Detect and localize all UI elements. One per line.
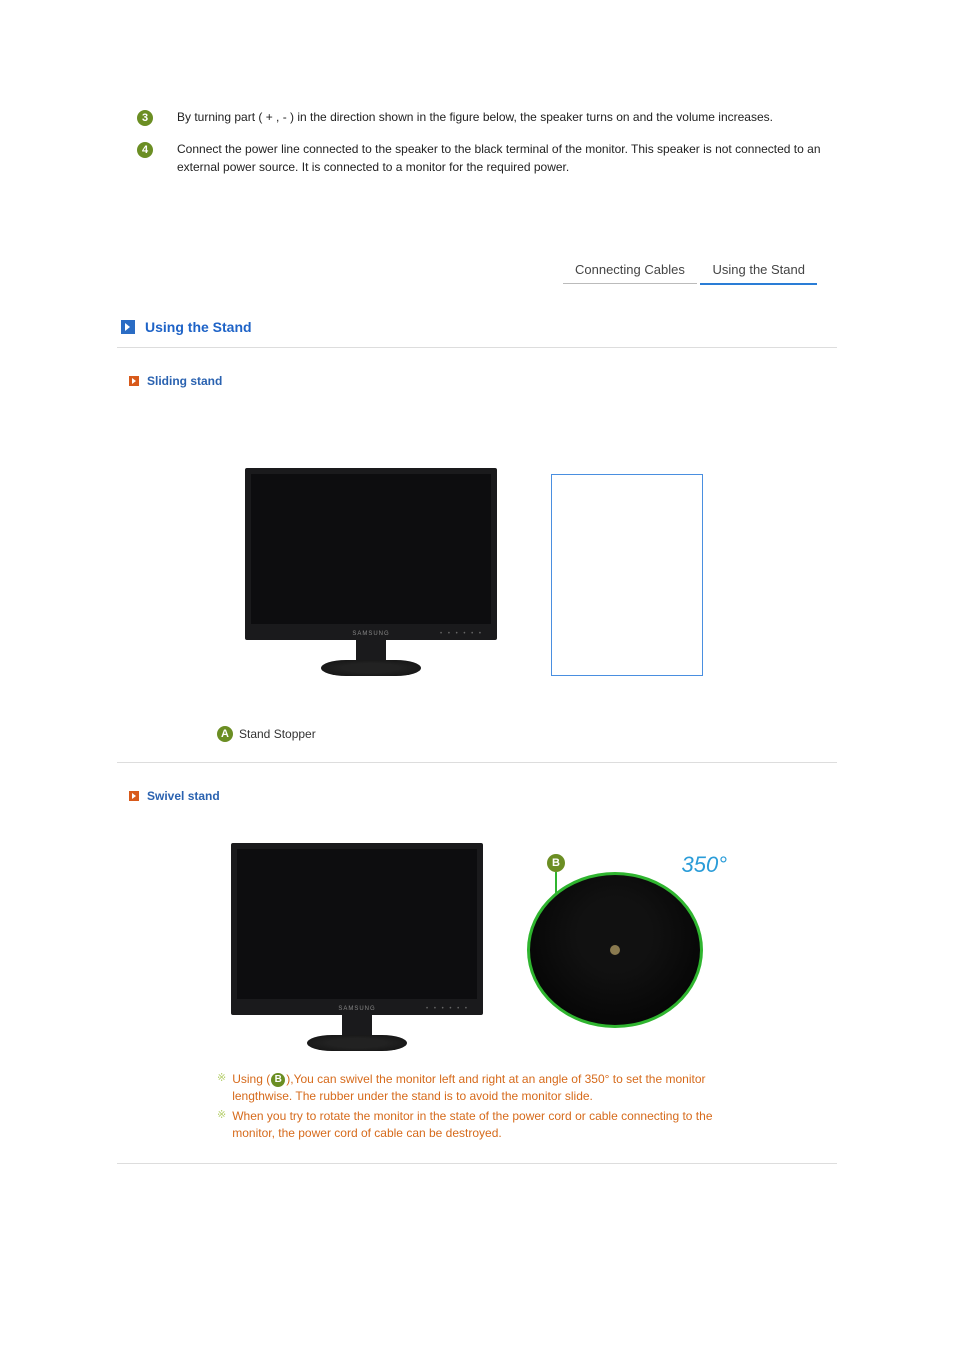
monitor-buttons-icon: • • • • • • — [440, 631, 483, 637]
sliding-stand-heading-row: Sliding stand — [129, 374, 837, 388]
inline-badge-b-icon: B — [271, 1073, 285, 1087]
step-3-text: By turning part ( + , - ) in the directi… — [177, 108, 773, 126]
figure-placeholder — [551, 474, 703, 676]
play-icon — [121, 320, 135, 334]
monitor-neck — [356, 640, 386, 660]
badge-a-icon: A — [217, 726, 233, 742]
badge-b-icon: B — [547, 854, 565, 872]
badge-4-icon: 4 — [137, 142, 153, 158]
monitor-buttons-icon-2: • • • • • • — [426, 1006, 469, 1012]
note-1-pre: Using ( — [232, 1072, 270, 1086]
divider — [117, 1163, 837, 1164]
divider — [117, 762, 837, 763]
b-callout: B — [547, 854, 565, 872]
bullet-icon — [129, 791, 139, 801]
swivel-stand-heading: Swivel stand — [147, 789, 220, 803]
monitor-screen: SAMSUNG • • • • • • — [245, 468, 497, 640]
monitor-illustration-2: SAMSUNG • • • • • • — [237, 843, 477, 1051]
subnav-using-the-stand[interactable]: Using the Stand — [700, 256, 817, 285]
monitor-neck-2 — [342, 1015, 372, 1035]
monitor-brand-2: SAMSUNG — [338, 1006, 375, 1012]
divider — [117, 347, 837, 348]
swivel-stand-heading-row: Swivel stand — [129, 789, 837, 803]
step-4-text: Connect the power line connected to the … — [177, 140, 837, 176]
note-marker-icon: ※ — [217, 1108, 226, 1143]
swivel-figure: SAMSUNG • • • • • • B 350° — [117, 843, 837, 1051]
monitor-brand: SAMSUNG — [352, 631, 389, 637]
angle-label: 350° — [681, 852, 727, 878]
stand-stopper-row: A Stand Stopper — [217, 726, 837, 742]
note-1-text: Using (B),You can swivel the monitor lef… — [232, 1071, 757, 1106]
stand-stopper-label: Stand Stopper — [239, 727, 316, 741]
section-title: Using the Stand — [145, 319, 252, 335]
swivel-disc-wrap: B 350° — [517, 852, 717, 1042]
sliding-stand-heading: Sliding stand — [147, 374, 222, 388]
note-1-post: ),You can swivel the monitor left and ri… — [232, 1072, 705, 1103]
sub-navigation: Connecting Cables Using the Stand — [117, 256, 837, 285]
bullet-icon — [129, 376, 139, 386]
step-4: 4 Connect the power line connected to th… — [137, 140, 837, 176]
step-3: 3 By turning part ( + , - ) in the direc… — [137, 108, 837, 126]
monitor-illustration: SAMSUNG • • • • • • — [251, 468, 491, 676]
sliding-stand-figure: SAMSUNG • • • • • • — [117, 468, 837, 676]
swivel-disc — [527, 872, 703, 1028]
section-title-row: Using the Stand — [117, 319, 837, 335]
note-2-text: When you try to rotate the monitor in th… — [232, 1108, 757, 1143]
note-1: ※ Using (B),You can swivel the monitor l… — [217, 1071, 757, 1106]
subnav-connecting-cables[interactable]: Connecting Cables — [563, 256, 697, 284]
disc-center-icon — [610, 945, 620, 955]
monitor-screen-2: SAMSUNG • • • • • • — [231, 843, 483, 1015]
monitor-base — [321, 660, 421, 676]
note-marker-icon: ※ — [217, 1071, 226, 1106]
swivel-notes: ※ Using (B),You can swivel the monitor l… — [217, 1071, 757, 1143]
page: 3 By turning part ( + , - ) in the direc… — [117, 0, 837, 1204]
note-2: ※ When you try to rotate the monitor in … — [217, 1108, 757, 1143]
monitor-base-2 — [307, 1035, 407, 1051]
badge-3-icon: 3 — [137, 110, 153, 126]
